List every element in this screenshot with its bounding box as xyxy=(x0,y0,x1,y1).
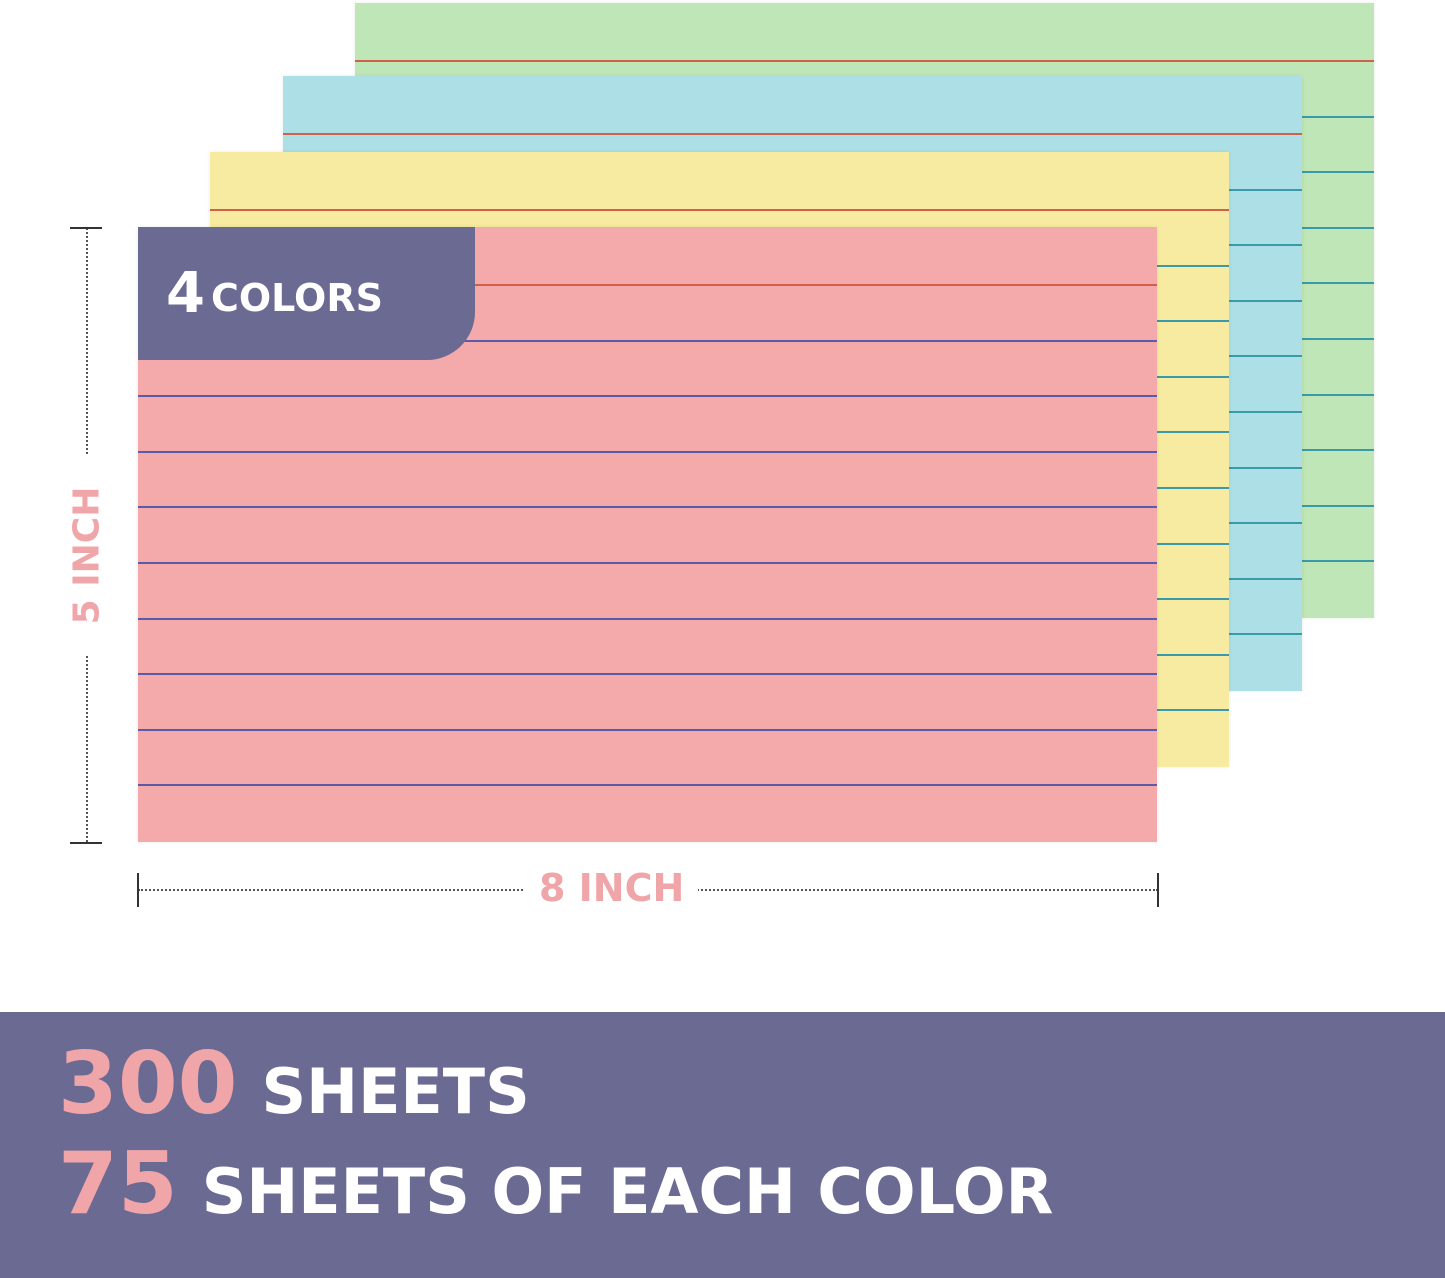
red-header-line xyxy=(210,209,1229,211)
blue-ruled-line xyxy=(138,339,1157,342)
height-tick-top xyxy=(70,227,102,229)
height-tick-bottom xyxy=(70,842,102,844)
height-label: 5 INCH xyxy=(66,455,108,656)
pink-index-card xyxy=(138,227,1157,842)
width-tick-left xyxy=(137,873,139,907)
blue-ruled-line xyxy=(138,562,1157,564)
sheet-count-banner: 300 SHEETS 75 SHEETS OF EACH COLOR xyxy=(0,1012,1445,1278)
sheets-per-color-line: 75 SHEETS OF EACH COLOR xyxy=(58,1134,1053,1234)
red-header-line xyxy=(355,60,1374,62)
blue-ruled-line xyxy=(138,728,1157,731)
blue-ruled-line xyxy=(138,617,1157,620)
badge-number: 4 xyxy=(166,261,205,326)
total-sheets-line: 300 SHEETS xyxy=(58,1034,530,1134)
red-header-line xyxy=(138,284,1157,286)
red-header-line xyxy=(283,133,1302,135)
blue-ruled-line xyxy=(138,395,1157,398)
total-sheets-number: 300 xyxy=(58,1034,238,1134)
blue-ruled-line xyxy=(138,784,1157,787)
blue-ruled-line xyxy=(138,450,1157,453)
blue-ruled-line xyxy=(138,673,1157,676)
blue-ruled-line xyxy=(138,506,1157,509)
colors-badge: 4 COLORS xyxy=(138,227,475,360)
badge-word: COLORS xyxy=(210,275,383,320)
sheets-per-color-number: 75 xyxy=(58,1134,178,1234)
total-sheets-text: SHEETS xyxy=(261,1055,530,1128)
width-label: 8 INCH xyxy=(525,866,699,910)
sheets-per-color-text: SHEETS OF EACH COLOR xyxy=(201,1155,1054,1228)
width-tick-right xyxy=(1157,873,1159,907)
